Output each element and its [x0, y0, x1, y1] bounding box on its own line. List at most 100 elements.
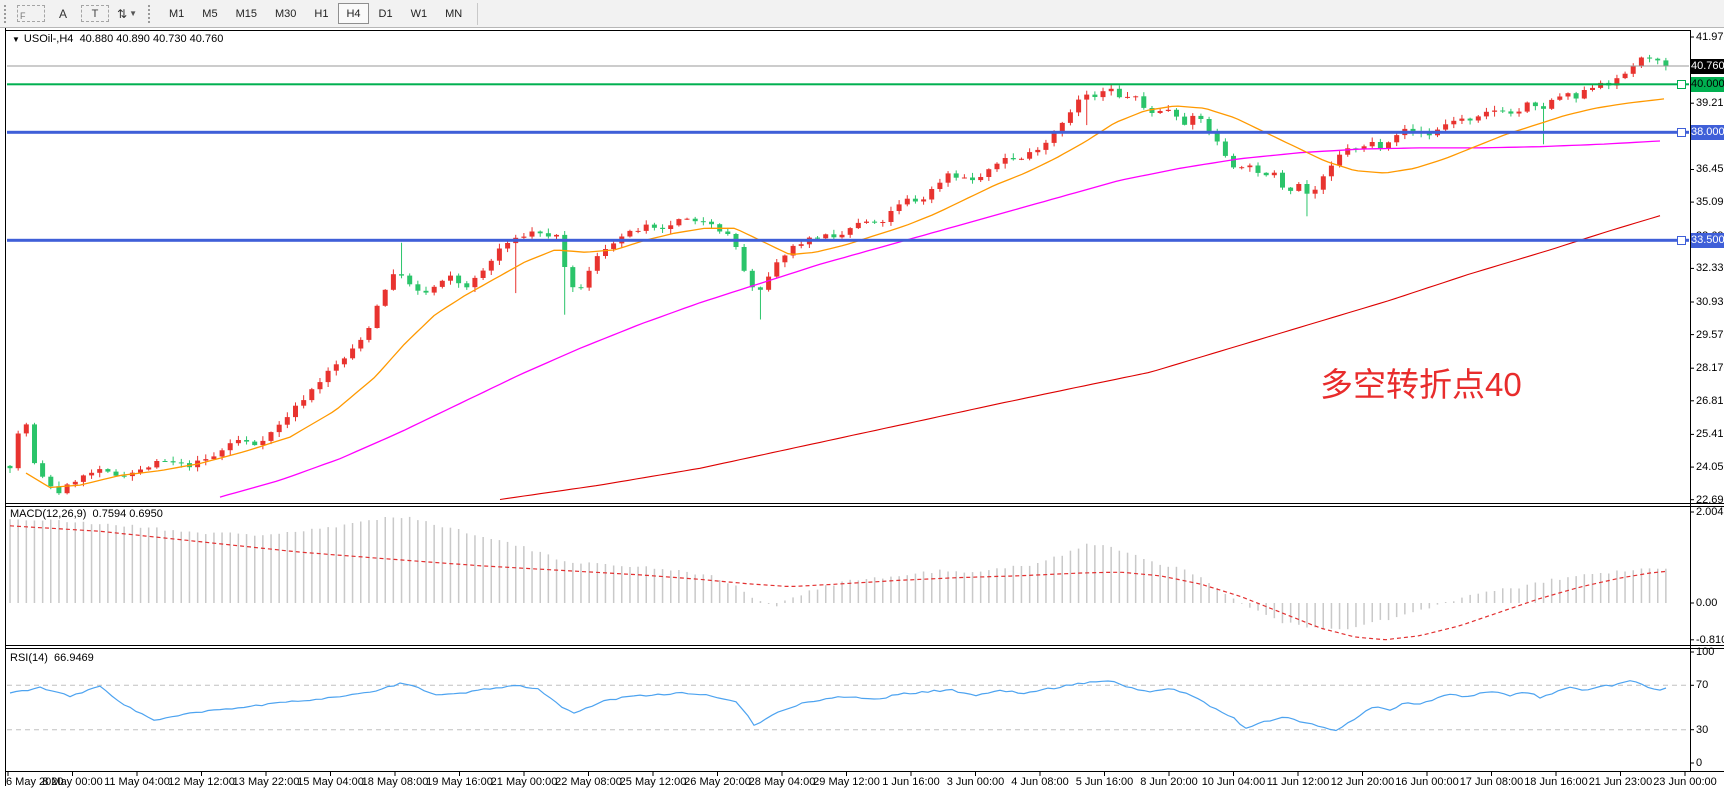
time-tick	[1684, 772, 1686, 776]
timeframe-mn[interactable]: MN	[445, 7, 463, 20]
time-axis-label: 29 May 12:00	[813, 776, 880, 788]
toolbar-separator	[477, 2, 479, 25]
price-tick-label: 32.330	[1696, 262, 1724, 275]
macd-signal-line	[9, 525, 1667, 641]
timeframe-w1[interactable]: W1	[410, 7, 428, 20]
price-tick-label: 26.810	[1696, 394, 1724, 407]
timeframe-m30[interactable]: M30	[274, 7, 297, 20]
pane-border	[6, 645, 1724, 646]
price-tick-label: 24.050	[1696, 461, 1724, 474]
time-tick	[1620, 772, 1621, 776]
time-axis-label: 10 Jun 04:00	[1201, 776, 1266, 788]
chart-text-annotation[interactable]: 多空转折点40	[1320, 366, 1522, 403]
price-tick	[1690, 169, 1694, 170]
macd-values: 0.7594 0.6950	[92, 508, 163, 520]
time-tick	[523, 772, 525, 776]
pane-border	[6, 30, 1690, 31]
rsi-tick	[1690, 651, 1694, 653]
hline-price-badge: 33.500	[1691, 233, 1724, 248]
horizontal-line-33.5[interactable]	[7, 238, 1689, 242]
timeframe-m15[interactable]: M15	[235, 7, 257, 20]
time-tick	[1426, 772, 1428, 776]
timeframe-h4[interactable]: H4	[338, 3, 369, 24]
time-tick	[1491, 772, 1492, 776]
rsi-tick-label: 0	[1696, 757, 1703, 769]
time-axis-label: 3 Jun 00:00	[946, 776, 1005, 788]
ohlc-values: 40.880 40.890 40.730 40.760	[79, 33, 224, 45]
rsi-tick-label: 30	[1696, 723, 1709, 736]
price-tick-label: 35.090	[1696, 196, 1724, 209]
frame-tool-icon[interactable]: F	[17, 5, 45, 22]
macd-name: MACD(12,26,9)	[10, 508, 87, 520]
timeframe-m1[interactable]: M1	[169, 7, 185, 20]
price-tick-label: 22.690	[1696, 493, 1724, 506]
pane-border	[5, 28, 6, 786]
chevron-down-icon[interactable]: ▼	[129, 9, 137, 18]
ma-mid-magenta-line	[219, 140, 1661, 498]
time-axis-label: 23 Jun 00:00	[1653, 776, 1717, 788]
time-axis-label: 18 May 08:00	[361, 776, 429, 788]
timeframe-h1[interactable]: H1	[314, 7, 329, 20]
price-tick-label: 36.450	[1696, 163, 1724, 176]
symbol-ohlc-readout: ▼ USOil-,H4 40.880 40.890 40.730 40.760	[12, 33, 223, 46]
macd-tick-label: 0.00	[1696, 597, 1718, 609]
time-tick	[652, 772, 654, 776]
candles	[7, 54, 1669, 495]
pane-border	[6, 506, 1724, 507]
price-tick	[1690, 36, 1694, 38]
time-axis-label: 26 May 20:00	[684, 776, 751, 788]
collapse-triangle-icon[interactable]: ▼	[12, 35, 20, 44]
price-tick-label: 41.970	[1696, 31, 1724, 43]
macd-tick	[1690, 602, 1694, 604]
text-tool-button[interactable]: T	[81, 5, 109, 22]
price-tick-label: 29.570	[1696, 328, 1724, 341]
time-tick	[717, 772, 718, 776]
time-axis-label: 4 Jun 08:00	[1011, 776, 1069, 788]
toolbar-drag-handle[interactable]	[148, 4, 154, 23]
hline-price-badge: 40.000	[1691, 77, 1724, 92]
font-tool-button[interactable]: A	[58, 6, 67, 21]
time-axis-label: 12 Jun 20:00	[1330, 776, 1395, 788]
horizontal-line-38[interactable]	[7, 130, 1689, 134]
price-tick	[1690, 499, 1694, 501]
time-tick	[975, 772, 976, 776]
macd-tick	[1690, 511, 1694, 513]
timeframe-d1[interactable]: D1	[378, 7, 393, 20]
price-tick	[1690, 267, 1694, 269]
hline-handle-38[interactable]	[1677, 128, 1686, 137]
time-axis-label: 12 May 12:00	[168, 776, 235, 788]
time-axis-label: 21 May 00:00	[490, 776, 558, 788]
timeframe-group: M1 M5 M15 M30 H1 H4 D1 W1 MN	[160, 3, 471, 24]
pane-border	[6, 648, 1724, 649]
timeframe-m5[interactable]: M5	[202, 7, 218, 20]
rsi-name: RSI(14)	[10, 652, 48, 664]
hline-handle-33.5[interactable]	[1677, 236, 1686, 245]
price-tick	[1690, 334, 1694, 336]
arrange-tool-button[interactable]: ⇅ ▼	[111, 3, 143, 25]
time-tick	[588, 772, 589, 776]
time-axis-label: 16 Jun 00:00	[1395, 776, 1459, 788]
ma-slow-red-line	[499, 215, 1661, 501]
time-tick	[1297, 772, 1299, 776]
price-tick	[1690, 433, 1694, 435]
time-axis-label: 22 May 08:00	[555, 776, 622, 788]
time-tick	[1233, 772, 1234, 776]
time-tick	[1168, 772, 1170, 776]
toolbar-drag-handle[interactable]	[4, 4, 10, 23]
time-tick	[265, 772, 267, 776]
hline-handle-40[interactable]	[1677, 80, 1686, 89]
time-axis-label: 13 May 22:00	[232, 776, 300, 788]
horizontal-line-40[interactable]	[7, 83, 1689, 86]
price-tick	[1690, 400, 1694, 402]
macd-histogram	[9, 516, 1667, 630]
rsi-indicator-label: RSI(14) 66.9469	[10, 652, 94, 665]
toolbar: F A T ⇅ ▼ M1 M5 M15 M30 H1 H4 D1 W1 MN	[0, 0, 1724, 28]
macd-tick-label: -0.8108	[1696, 633, 1724, 646]
rsi-tick	[1690, 762, 1694, 764]
symbol-name: USOil-,H4	[23, 33, 74, 45]
time-tick	[7, 772, 9, 776]
ma-fast-orange-line	[25, 98, 1665, 489]
time-tick	[1362, 772, 1363, 776]
